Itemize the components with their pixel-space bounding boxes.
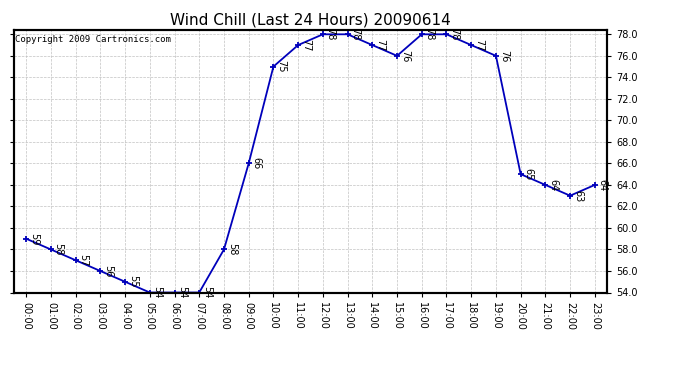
Text: 64: 64: [598, 179, 608, 191]
Title: Wind Chill (Last 24 Hours) 20090614: Wind Chill (Last 24 Hours) 20090614: [170, 12, 451, 27]
Text: 54: 54: [202, 286, 212, 298]
Text: 64: 64: [548, 179, 558, 191]
Text: 76: 76: [400, 50, 410, 62]
Text: 77: 77: [301, 39, 311, 51]
Text: 77: 77: [474, 39, 484, 51]
Text: 54: 54: [152, 286, 163, 298]
Text: 55: 55: [128, 276, 138, 288]
Text: 66: 66: [251, 157, 262, 170]
Text: 57: 57: [79, 254, 88, 267]
Text: 75: 75: [276, 60, 286, 73]
Text: 56: 56: [103, 265, 113, 277]
Text: 58: 58: [227, 243, 237, 256]
Text: 77: 77: [375, 39, 385, 51]
Text: 65: 65: [524, 168, 533, 180]
Text: 54: 54: [177, 286, 187, 298]
Text: 78: 78: [424, 28, 435, 40]
Text: 59: 59: [29, 232, 39, 245]
Text: 78: 78: [449, 28, 460, 40]
Text: Copyright 2009 Cartronics.com: Copyright 2009 Cartronics.com: [15, 35, 171, 44]
Text: 78: 78: [326, 28, 335, 40]
Text: 78: 78: [351, 28, 360, 40]
Text: 63: 63: [573, 189, 583, 202]
Text: 58: 58: [54, 243, 63, 256]
Text: 76: 76: [499, 50, 509, 62]
